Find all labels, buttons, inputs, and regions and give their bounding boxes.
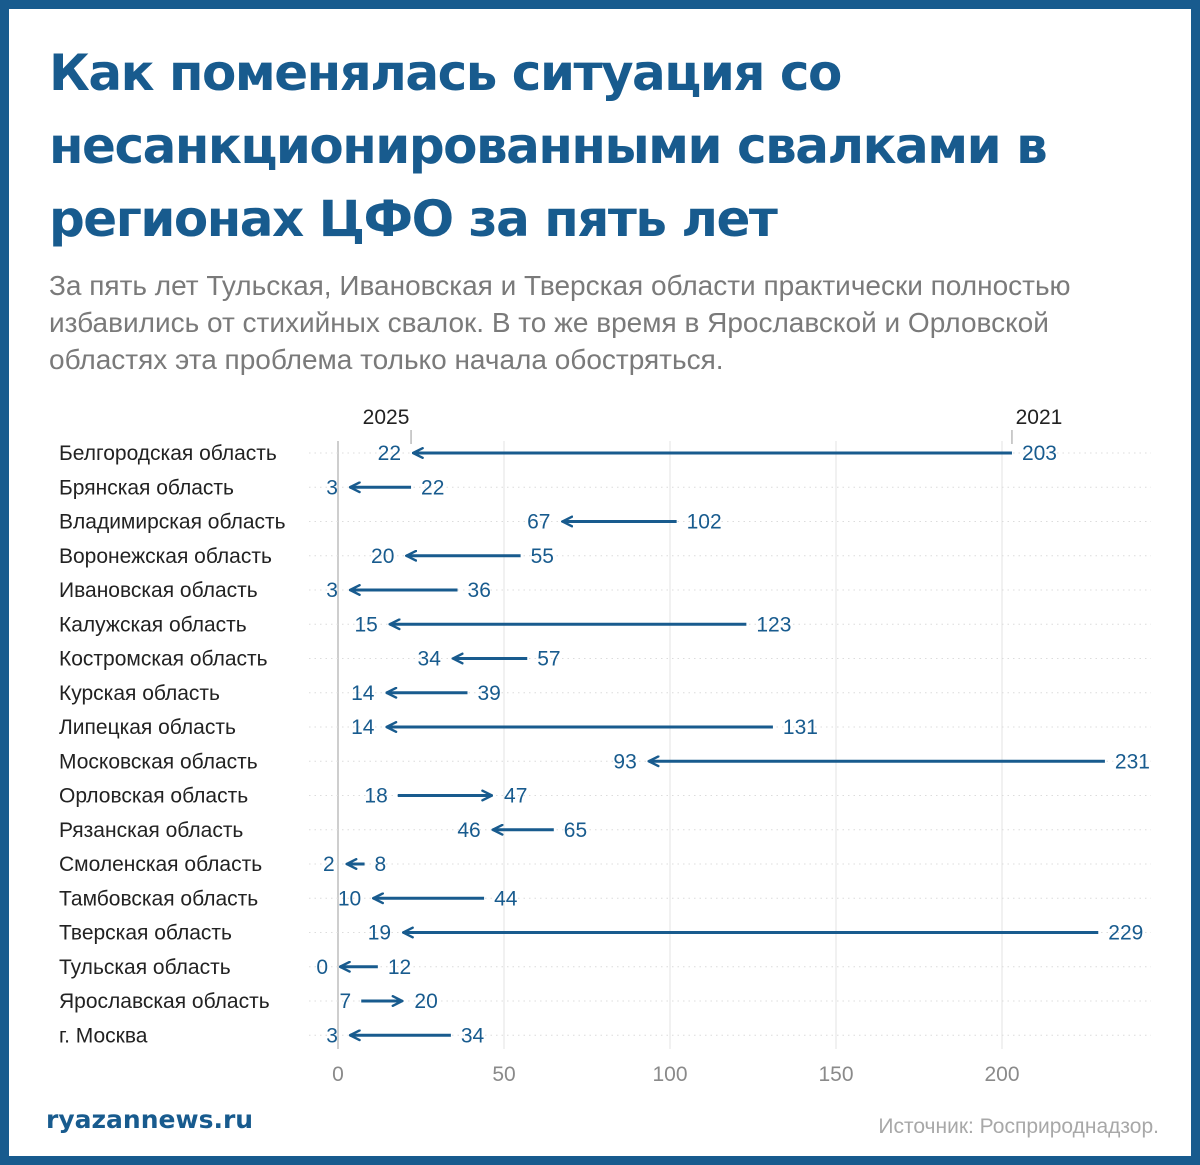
value-label-2021: 131 [783,716,818,739]
value-label-2025: 47 [504,785,527,808]
value-label-2021: 36 [468,579,491,602]
value-label-2025: 15 [354,613,377,636]
chart-title: Как поменялась ситуация со несанкциониро… [49,44,1048,248]
value-label-2021: 231 [1115,750,1150,773]
x-tick-label: 50 [492,1063,515,1086]
value-label-2021: 8 [375,853,387,876]
category-label: Смоленская область [59,853,262,876]
value-label-2021: 102 [687,511,722,534]
category-label: Костромская область [59,648,268,671]
annotation-start-year: 2021 [1016,406,1063,429]
value-label-2025: 3 [326,1024,338,1047]
category-label: Тверская область [59,922,232,945]
category-label: Московская область [59,750,258,773]
value-label-2025: 10 [338,887,361,910]
value-label-2025: 0 [316,956,328,979]
annotation-end-year: 2025 [363,406,410,429]
value-label-2021: 18 [364,785,387,808]
source-note: Источник: Росприроднадзор. [878,1115,1159,1138]
value-label-2025: 67 [527,511,550,534]
x-tick-label: 150 [818,1063,853,1086]
value-label-2025: 46 [457,819,480,842]
value-label-2025: 19 [368,922,391,945]
value-label-2025: 14 [351,682,375,705]
category-label: Тамбовская область [59,887,258,910]
brand-logo[interactable]: ryazannews.ru [46,1105,254,1134]
value-label-2021: 55 [531,545,554,568]
value-label-2021: 44 [494,887,518,910]
value-label-2025: 34 [418,648,442,671]
category-label: Ивановская область [59,579,258,602]
value-label-2025: 3 [326,579,338,602]
value-label-2021: 22 [421,476,444,499]
value-label-2021: 39 [477,682,500,705]
category-label: Орловская область [59,785,248,808]
category-label: Калужская область [59,613,247,636]
value-label-2025: 93 [613,750,636,773]
value-label-2025: 20 [414,990,437,1013]
category-label: Тульская область [59,956,231,979]
category-label: Липецкая область [59,716,236,739]
value-label-2021: 203 [1022,442,1057,465]
category-label: Рязанская область [59,819,243,842]
value-label-2021: 12 [388,956,411,979]
value-label-2021: 34 [461,1024,485,1047]
category-label: Владимирская область [59,511,286,534]
value-label-2025: 2 [323,853,335,876]
x-tick-label: 100 [652,1063,687,1086]
category-label: Курская область [59,682,220,705]
x-tick-label: 0 [332,1063,344,1086]
category-label: г. Москва [59,1024,148,1047]
value-label-2025: 3 [326,476,338,499]
value-label-2021: 123 [756,613,791,636]
x-tick-label: 200 [984,1063,1019,1086]
value-label-2025: 22 [378,442,401,465]
category-label: Воронежская область [59,545,272,568]
value-label-2021: 229 [1108,922,1143,945]
value-label-2021: 7 [340,990,352,1013]
chart-subtitle: За пять лет Тульская, Ивановская и Тверс… [49,270,1071,375]
category-label: Ярославская область [59,990,270,1013]
value-label-2021: 65 [564,819,587,842]
category-label: Белгородская область [59,442,277,465]
value-label-2021: 57 [537,648,560,671]
value-label-2025: 14 [351,716,375,739]
value-label-2025: 20 [371,545,394,568]
category-label: Брянская область [59,476,234,499]
